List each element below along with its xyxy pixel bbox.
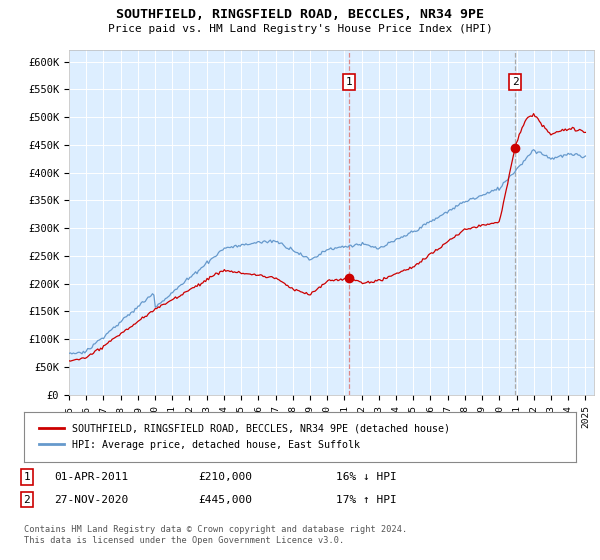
Text: 2: 2: [23, 494, 31, 505]
Text: SOUTHFIELD, RINGSFIELD ROAD, BECCLES, NR34 9PE: SOUTHFIELD, RINGSFIELD ROAD, BECCLES, NR…: [116, 8, 484, 21]
Text: 01-APR-2011: 01-APR-2011: [54, 472, 128, 482]
Legend: SOUTHFIELD, RINGSFIELD ROAD, BECCLES, NR34 9PE (detached house), HPI: Average pr: SOUTHFIELD, RINGSFIELD ROAD, BECCLES, NR…: [35, 420, 454, 454]
Text: 2: 2: [512, 77, 518, 87]
Text: 1: 1: [23, 472, 31, 482]
Text: Contains HM Land Registry data © Crown copyright and database right 2024.
This d: Contains HM Land Registry data © Crown c…: [24, 525, 407, 545]
Text: £445,000: £445,000: [198, 494, 252, 505]
Text: 16% ↓ HPI: 16% ↓ HPI: [336, 472, 397, 482]
Text: Price paid vs. HM Land Registry's House Price Index (HPI): Price paid vs. HM Land Registry's House …: [107, 24, 493, 34]
Text: 27-NOV-2020: 27-NOV-2020: [54, 494, 128, 505]
Text: 17% ↑ HPI: 17% ↑ HPI: [336, 494, 397, 505]
Text: 1: 1: [346, 77, 352, 87]
Text: £210,000: £210,000: [198, 472, 252, 482]
